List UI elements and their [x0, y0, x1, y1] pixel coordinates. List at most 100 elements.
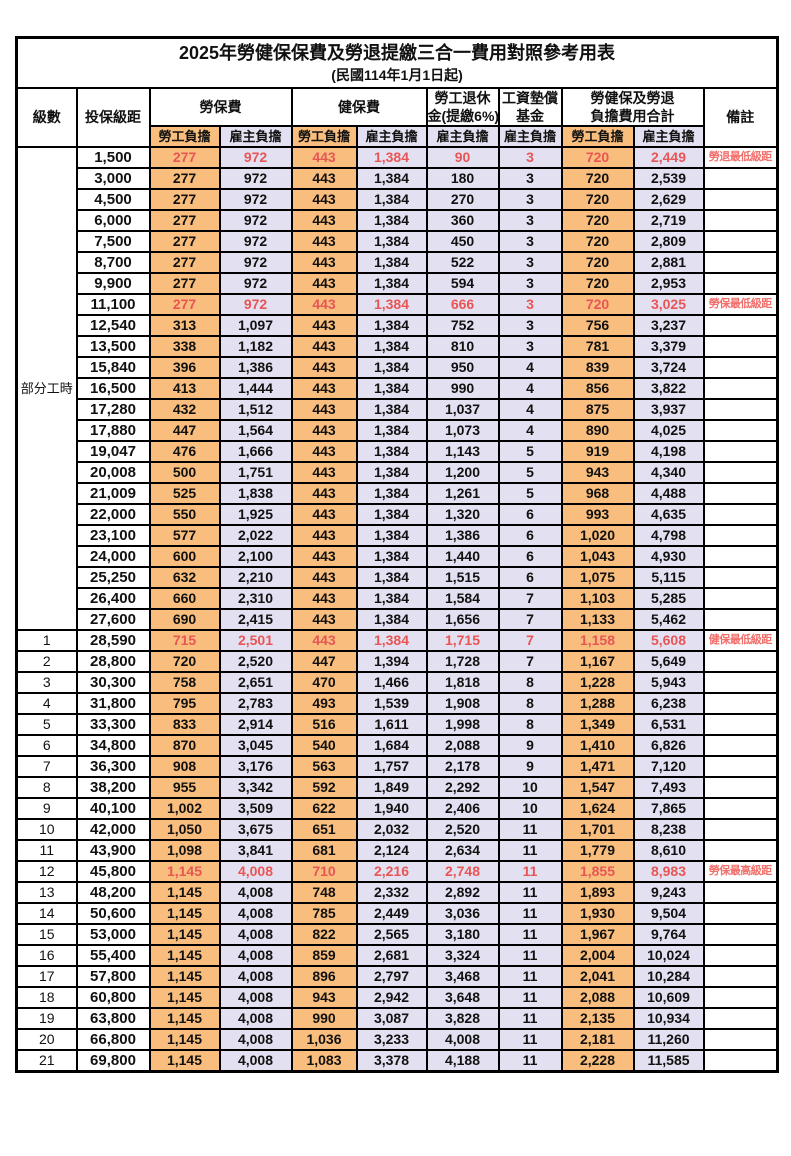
cell-pension-employer: 1,037: [425, 397, 500, 421]
cell-wage-fund-employer: 7: [497, 649, 563, 673]
cell-health-employee: 748: [290, 880, 358, 904]
cell-total-employer: 4,930: [632, 544, 705, 568]
cell-wage-fund-employer: 5: [497, 481, 563, 505]
cell-health-employer: 1,849: [355, 775, 428, 799]
cell-bracket: 21,009: [75, 481, 151, 505]
cell-health-employee: 592: [290, 775, 358, 799]
cell-wage-fund-employer: 6: [497, 544, 563, 568]
cell-pension-employer: 1,143: [425, 439, 500, 463]
table-row: 19 63,800 1,145 4,008 990 3,087 3,828 11 2,135 10…: [15, 1006, 779, 1030]
part-time-label: 部分工時: [15, 145, 78, 631]
col-header-level: 級數: [15, 86, 78, 148]
cell-total-employer: 7,865: [632, 796, 705, 820]
cell-health-employer: 1,384: [355, 376, 428, 400]
cell-total-employee: 1,020: [560, 523, 635, 547]
cell-level: 4: [15, 691, 78, 715]
table-row: 17,880 447 1,564 443 1,384 1,073 4 890 4,025: [17, 418, 779, 442]
cell-labor-employee: 277: [148, 271, 221, 295]
cell-health-employer: 1,539: [355, 691, 428, 715]
cell-labor-employee: 550: [148, 502, 221, 526]
cell-remark: [702, 943, 779, 967]
cell-health-employer: 1,611: [355, 712, 428, 736]
cell-bracket: 60,800: [75, 985, 151, 1009]
wage-fund-header-line1: 工資墊償: [502, 89, 558, 106]
cell-total-employer: 9,504: [632, 901, 705, 925]
cell-total-employee: 1,043: [560, 544, 635, 568]
cell-remark: [702, 670, 779, 694]
table-row: 11 43,900 1,098 3,841 681 2,124 2,634 11 1,779 8,…: [15, 838, 779, 862]
cell-pension-employer: 1,200: [425, 460, 500, 484]
table-row: 21,009 525 1,838 443 1,384 1,261 5 968 4,488: [17, 481, 779, 505]
cell-total-employer: 11,585: [632, 1048, 705, 1072]
cell-health-employee: 443: [290, 313, 358, 337]
cell-bracket: 9,900: [75, 271, 151, 295]
cell-health-employee: 443: [290, 628, 358, 652]
subheader-labor-employer: 雇主負擔: [218, 124, 293, 148]
cell-wage-fund-employer: 5: [497, 439, 563, 463]
col-header-wage-fund: 工資墊償 基金: [497, 86, 563, 127]
cell-labor-employee: 1,145: [148, 901, 221, 925]
cell-labor-employee: 1,145: [148, 880, 221, 904]
cell-total-employer: 9,764: [632, 922, 705, 946]
cell-labor-employee: 1,145: [148, 1027, 221, 1051]
table-row: 3,000 277 972 443 1,384 180 3 720 2,539: [17, 166, 779, 190]
cell-total-employee: 1,075: [560, 565, 635, 589]
cell-pension-employer: 522: [425, 250, 500, 274]
cell-labor-employee: 277: [148, 292, 221, 316]
cell-labor-employee: 396: [148, 355, 221, 379]
cell-remark: [702, 922, 779, 946]
cell-labor-employer: 2,210: [218, 565, 293, 589]
cell-health-employee: 622: [290, 796, 358, 820]
cell-health-employer: 1,384: [355, 187, 428, 211]
cell-wage-fund-employer: 3: [497, 250, 563, 274]
cell-labor-employee: 1,145: [148, 943, 221, 967]
subheader-health-employee: 勞工負擔: [290, 124, 358, 148]
cell-pension-employer: 2,088: [425, 733, 500, 757]
cell-total-employer: 4,488: [632, 481, 705, 505]
table-row: 8 38,200 955 3,342 592 1,849 2,292 10 1,547 7,493: [15, 775, 779, 799]
cell-bracket: 28,590: [75, 628, 151, 652]
cell-total-employer: 3,025: [632, 292, 705, 316]
cell-labor-employee: 1,145: [148, 922, 221, 946]
cell-bracket: 26,400: [75, 586, 151, 610]
cell-total-employee: 839: [560, 355, 635, 379]
cell-level: 6: [15, 733, 78, 757]
cell-total-employee: 720: [560, 250, 635, 274]
cell-total-employer: 11,260: [632, 1027, 705, 1051]
table-row: 17,280 432 1,512 443 1,384 1,037 4 875 3,937: [17, 397, 779, 421]
cell-labor-employer: 1,564: [218, 418, 293, 442]
cell-wage-fund-employer: 3: [497, 166, 563, 190]
cell-health-employer: 1,384: [355, 397, 428, 421]
cell-bracket: 16,500: [75, 376, 151, 400]
cell-total-employee: 1,349: [560, 712, 635, 736]
cell-labor-employee: 338: [148, 334, 221, 358]
cell-pension-employer: 1,715: [425, 628, 500, 652]
cell-pension-employer: 1,261: [425, 481, 500, 505]
cell-total-employer: 5,608: [632, 628, 705, 652]
cell-total-employer: 3,724: [632, 355, 705, 379]
table-row: 4,500 277 972 443 1,384 270 3 720 2,629: [17, 187, 779, 211]
cell-pension-employer: 752: [425, 313, 500, 337]
cell-wage-fund-employer: 4: [497, 397, 563, 421]
cell-pension-employer: 90: [425, 145, 500, 169]
cell-bracket: 36,300: [75, 754, 151, 778]
cell-labor-employer: 2,783: [218, 691, 293, 715]
cell-wage-fund-employer: 11: [497, 1027, 563, 1051]
cell-remark: [702, 817, 779, 841]
cell-health-employer: 1,394: [355, 649, 428, 673]
cell-health-employer: 2,681: [355, 943, 428, 967]
cell-labor-employee: 908: [148, 754, 221, 778]
cell-level: 9: [15, 796, 78, 820]
cell-level: 7: [15, 754, 78, 778]
cell-labor-employer: 3,176: [218, 754, 293, 778]
cell-total-employer: 5,115: [632, 565, 705, 589]
cell-total-employer: 5,649: [632, 649, 705, 673]
cell-health-employee: 710: [290, 859, 358, 883]
cell-total-employee: 1,855: [560, 859, 635, 883]
cell-total-employee: 856: [560, 376, 635, 400]
table-row: 26,400 660 2,310 443 1,384 1,584 7 1,103 5,285: [17, 586, 779, 610]
table-row: 21 69,800 1,145 4,008 1,083 3,378 4,188 11 2,228…: [15, 1048, 779, 1072]
cell-wage-fund-employer: 11: [497, 901, 563, 925]
cell-wage-fund-employer: 9: [497, 733, 563, 757]
cell-wage-fund-employer: 6: [497, 502, 563, 526]
